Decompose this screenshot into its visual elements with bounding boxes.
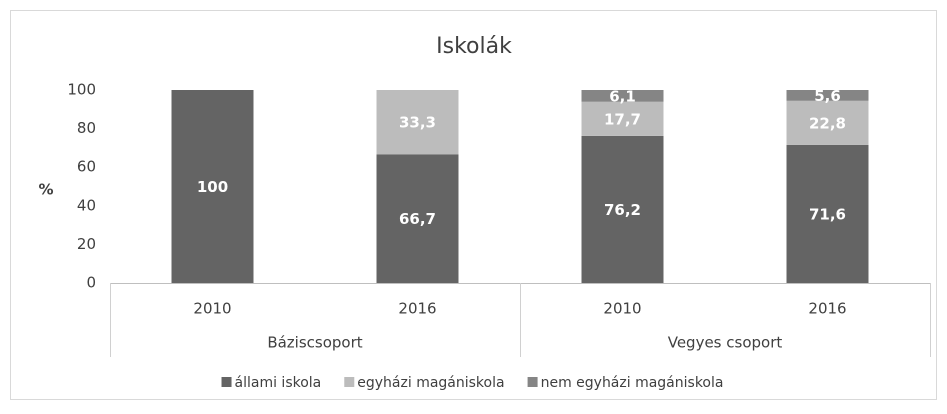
chart-frame bbox=[10, 10, 937, 400]
value-label: 71,6 bbox=[809, 205, 846, 223]
x-tick-label: 2016 bbox=[808, 300, 846, 318]
legend-label: nem egyházi magániskola bbox=[541, 375, 724, 391]
y-tick-label: 20 bbox=[77, 235, 96, 253]
x-tick-label: 2010 bbox=[603, 300, 641, 318]
legend-label: állami iskola bbox=[235, 375, 322, 391]
value-label: 100 bbox=[197, 178, 228, 196]
y-tick-label: 0 bbox=[86, 274, 96, 292]
bar-segment bbox=[786, 100, 869, 145]
y-axis-label: % bbox=[38, 181, 53, 199]
y-tick-label: 80 bbox=[77, 119, 96, 137]
bar-segment bbox=[581, 101, 664, 136]
legend-swatch bbox=[527, 377, 538, 387]
y-tick-label: 100 bbox=[67, 81, 96, 99]
x-tick-label: 2010 bbox=[193, 300, 231, 318]
y-tick-label: 60 bbox=[77, 158, 96, 176]
bar-segment bbox=[786, 144, 869, 283]
value-label: 17,7 bbox=[604, 110, 641, 128]
y-tick-label: 40 bbox=[77, 196, 96, 214]
value-label: 22,8 bbox=[809, 114, 846, 132]
value-label: 66,7 bbox=[399, 210, 436, 228]
bar-segment bbox=[581, 135, 664, 283]
bar-segment bbox=[786, 90, 869, 101]
bar-segment bbox=[171, 90, 254, 283]
bar-segment bbox=[376, 154, 459, 283]
value-label: 33,3 bbox=[399, 114, 436, 132]
value-label: 76,2 bbox=[604, 201, 641, 219]
bar-segment bbox=[581, 90, 664, 102]
group-label: Vegyes csoport bbox=[668, 334, 783, 352]
value-label: 5,6 bbox=[814, 87, 841, 105]
group-label: Báziscsoport bbox=[267, 334, 362, 352]
bar-segment bbox=[376, 90, 459, 155]
x-tick-label: 2016 bbox=[398, 300, 436, 318]
legend-swatch bbox=[344, 377, 355, 387]
chart-title: Iskolák bbox=[436, 34, 512, 59]
legend-swatch bbox=[221, 377, 232, 387]
value-label: 6,1 bbox=[609, 87, 636, 105]
legend-label: egyházi magániskola bbox=[357, 375, 504, 391]
